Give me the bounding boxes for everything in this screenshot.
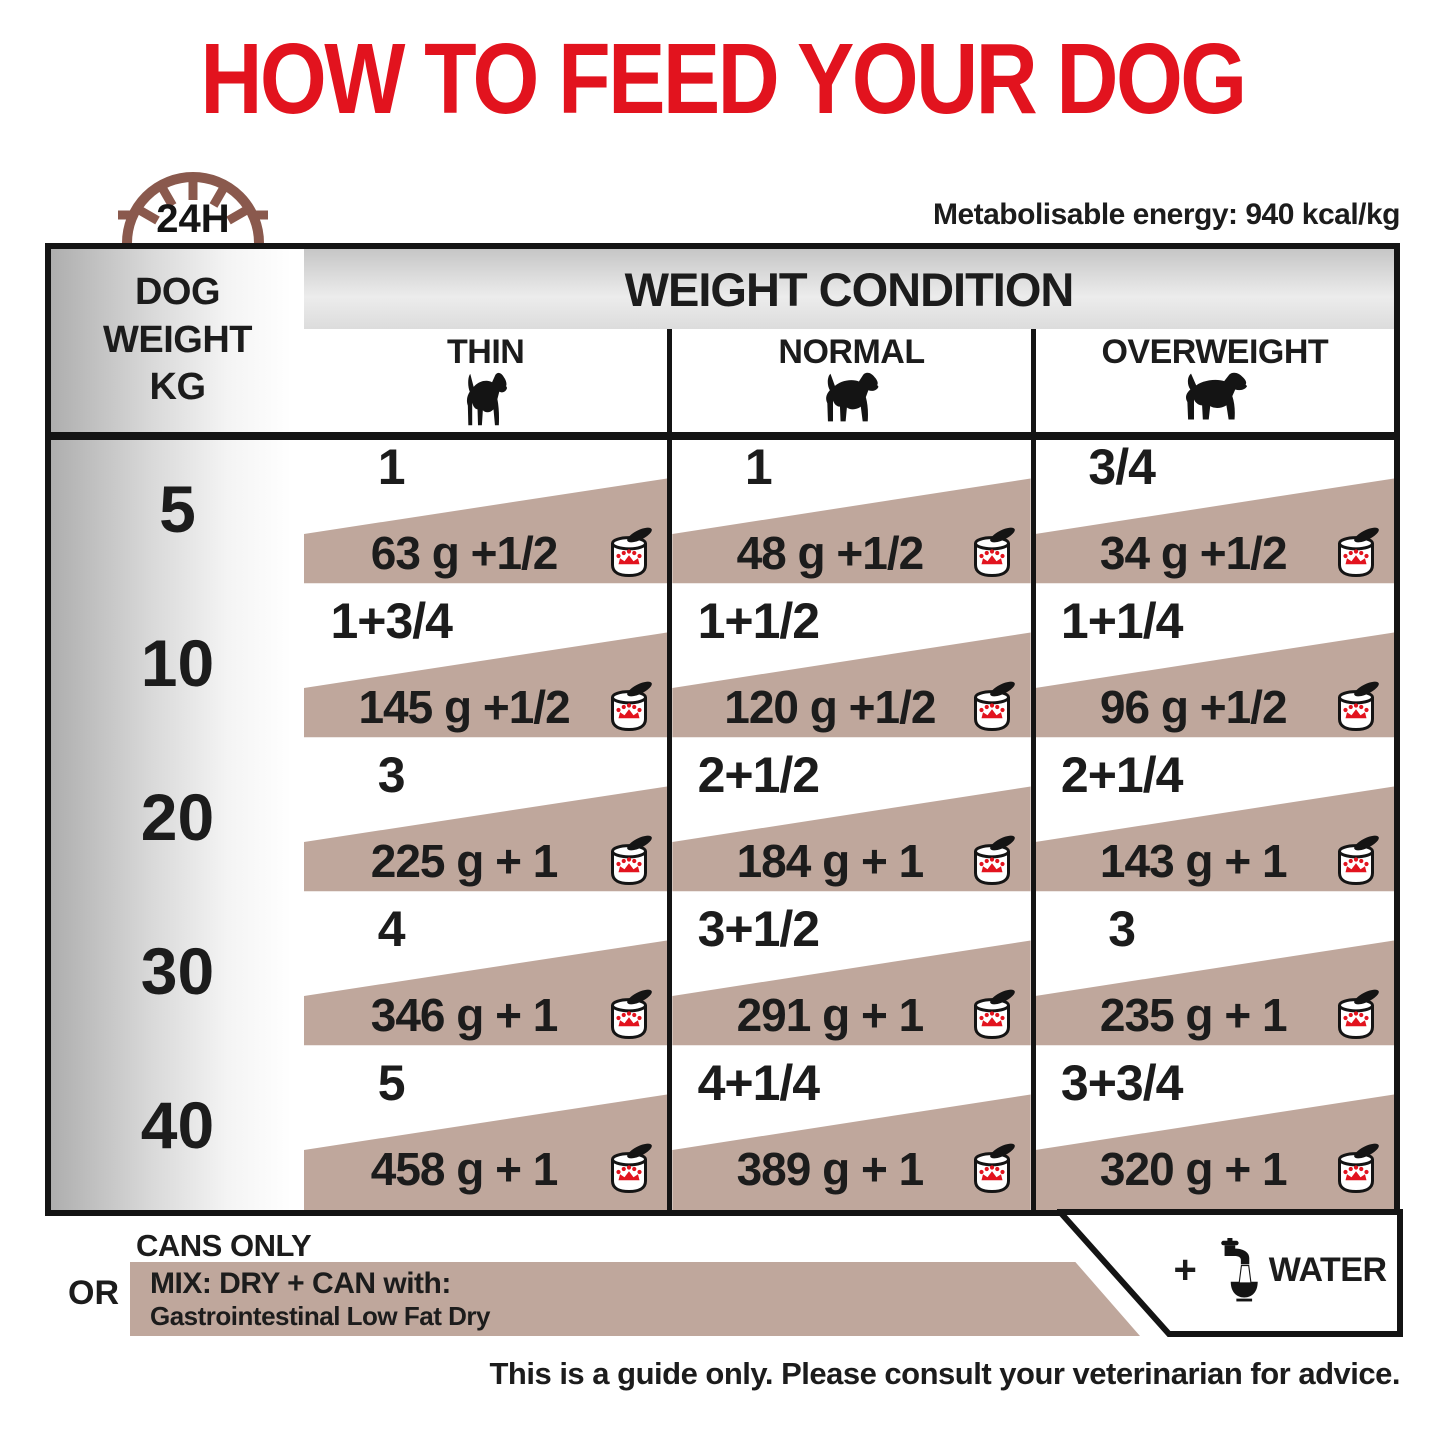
mix-amount: 235 g + 1 bbox=[1099, 989, 1288, 1041]
can-icon bbox=[1337, 1141, 1380, 1193]
corner-header-line: KG bbox=[149, 366, 207, 409]
condition-thin-label: THIN bbox=[447, 333, 525, 371]
mix-legend-title: MIX: DRY + CAN with: bbox=[150, 1267, 451, 1300]
cans-count: 3+1/2 bbox=[697, 902, 821, 957]
dog-overweight-icon bbox=[1185, 372, 1247, 420]
mix-amount: 34 g +1/2 bbox=[1099, 527, 1288, 579]
cell-20kg-overweight: 2+1/4 143 g + 1 bbox=[1030, 748, 1394, 902]
condition-normal-label: NORMAL bbox=[778, 333, 925, 371]
can-icon bbox=[974, 1141, 1017, 1193]
can-icon bbox=[610, 525, 653, 577]
weight-label-30: 30 bbox=[140, 934, 215, 1008]
cans-count: 1+3/4 bbox=[330, 594, 453, 649]
weight-label-20: 20 bbox=[140, 780, 215, 854]
can-icon bbox=[1337, 525, 1380, 577]
footer-note: This is a guide only. Please consult you… bbox=[489, 1356, 1400, 1391]
clock-badge-label: 24H bbox=[156, 197, 229, 241]
can-icon bbox=[610, 1141, 653, 1193]
cell-10kg-normal: 1+1/2 120 g +1/2 bbox=[667, 594, 1031, 748]
can-icon bbox=[1337, 833, 1380, 885]
cans-count: 1+1/2 bbox=[697, 594, 821, 649]
mix-amount: 48 g +1/2 bbox=[736, 527, 925, 579]
mix-amount: 96 g +1/2 bbox=[1099, 681, 1288, 733]
mix-legend-subtitle: Gastrointestinal Low Fat Dry bbox=[150, 1301, 490, 1331]
cell-5kg-overweight: 3/4 34 g +1/2 bbox=[1030, 440, 1394, 594]
can-icon bbox=[610, 987, 653, 1039]
mix-legend-band: MIX: DRY + CAN with: Gastrointestinal Lo… bbox=[130, 1262, 1140, 1336]
mix-amount: 291 g + 1 bbox=[736, 989, 925, 1041]
can-icon bbox=[974, 987, 1017, 1039]
24h-clock-icon: 24H bbox=[118, 166, 268, 243]
condition-subheader: THIN NORMAL OVERWEIGHT bbox=[304, 329, 1394, 432]
mix-amount: 320 g + 1 bbox=[1099, 1143, 1288, 1195]
dog-normal-icon bbox=[826, 372, 879, 422]
cans-count: 3 bbox=[1108, 902, 1136, 957]
mix-amount: 184 g + 1 bbox=[736, 835, 925, 887]
can-icon bbox=[974, 525, 1017, 577]
condition-thin: THIN bbox=[304, 329, 667, 432]
can-icon bbox=[1337, 679, 1380, 731]
cans-count: 3 bbox=[377, 748, 406, 803]
dog-weight-header: DOG WEIGHT KG bbox=[51, 249, 304, 432]
water-callout: + WATER bbox=[1053, 1209, 1403, 1337]
dog-thin-icon bbox=[466, 372, 507, 426]
cans-count: 5 bbox=[377, 1056, 406, 1111]
cans-count: 3/4 bbox=[1088, 440, 1156, 495]
condition-normal: NORMAL bbox=[667, 329, 1030, 432]
corner-header-line: WEIGHT bbox=[103, 318, 252, 361]
energy-note: Metabolisable energy: 940 kcal/kg bbox=[932, 198, 1401, 231]
cell-30kg-overweight: 3 235 g + 1 bbox=[1030, 902, 1394, 1056]
cans-count: 4+1/4 bbox=[697, 1056, 821, 1111]
mix-amount: 145 g +1/2 bbox=[358, 681, 570, 733]
mix-amount: 120 g +1/2 bbox=[724, 681, 936, 733]
cell-5kg-normal: 1 48 g +1/2 bbox=[667, 440, 1031, 594]
mix-amount: 225 g + 1 bbox=[370, 835, 559, 887]
cell-40kg-overweight: 3+3/4 320 g + 1 bbox=[1030, 1056, 1394, 1210]
weight-label-5: 5 bbox=[159, 472, 196, 546]
cell-5kg-thin: 1 63 g +1/2 bbox=[304, 440, 668, 594]
cans-count: 2+1/4 bbox=[1060, 748, 1184, 803]
cell-10kg-thin: 1+3/4 145 g +1/2 bbox=[304, 594, 668, 748]
cell-30kg-thin: 4 346 g + 1 bbox=[304, 902, 668, 1056]
plus-sign: + bbox=[1173, 1247, 1197, 1292]
mix-amount: 143 g + 1 bbox=[1099, 835, 1288, 887]
cans-count: 3+3/4 bbox=[1060, 1056, 1184, 1111]
can-icon bbox=[1337, 987, 1380, 1039]
feeding-table: DOG WEIGHT KG 5 10 20 30 40 WEIGHT CONDI… bbox=[45, 243, 1400, 1216]
mix-amount: 458 g + 1 bbox=[370, 1143, 559, 1195]
cell-30kg-normal: 3+1/2 291 g + 1 bbox=[667, 902, 1031, 1056]
water-label: WATER bbox=[1268, 1250, 1387, 1289]
can-icon bbox=[610, 679, 653, 731]
condition-overweight-label: OVERWEIGHT bbox=[1101, 333, 1329, 371]
can-icon bbox=[610, 833, 653, 885]
cans-count: 1 bbox=[377, 440, 406, 495]
cans-count: 1+1/4 bbox=[1060, 594, 1184, 649]
or-label: OR bbox=[68, 1274, 119, 1312]
header-divider bbox=[51, 432, 1394, 440]
weight-label-40: 40 bbox=[140, 1088, 215, 1162]
cans-count: 1 bbox=[744, 440, 773, 495]
cell-20kg-normal: 2+1/2 184 g + 1 bbox=[667, 748, 1031, 902]
dog-weight-column: DOG WEIGHT KG 5 10 20 30 40 bbox=[51, 249, 304, 1210]
cell-40kg-normal: 4+1/4 389 g + 1 bbox=[667, 1056, 1031, 1210]
ration-grid: 1 63 g +1/2 1 48 g +1/2 3/4 34 g +1/2 1 bbox=[304, 440, 1394, 1210]
cell-10kg-overweight: 1+1/4 96 g +1/2 bbox=[1030, 594, 1394, 748]
cans-only-label: CANS ONLY bbox=[136, 1228, 312, 1263]
page-title: HOW TO FEED YOUR DOG bbox=[200, 23, 1247, 135]
cans-count: 2+1/2 bbox=[697, 748, 821, 803]
corner-header-line: DOG bbox=[134, 270, 221, 313]
mix-amount: 389 g + 1 bbox=[736, 1143, 925, 1195]
cell-20kg-thin: 3 225 g + 1 bbox=[304, 748, 668, 902]
mix-amount: 346 g + 1 bbox=[370, 989, 559, 1041]
weight-condition-header: WEIGHT CONDITION bbox=[304, 249, 1394, 329]
mix-amount: 63 g +1/2 bbox=[370, 527, 559, 579]
weight-label-10: 10 bbox=[140, 626, 215, 700]
can-icon bbox=[974, 679, 1017, 731]
cans-count: 4 bbox=[377, 902, 406, 957]
condition-overweight: OVERWEIGHT bbox=[1030, 329, 1394, 432]
can-icon bbox=[974, 833, 1017, 885]
cell-40kg-thin: 5 458 g + 1 bbox=[304, 1056, 668, 1210]
tap-water-bowl-icon bbox=[1221, 1238, 1258, 1302]
